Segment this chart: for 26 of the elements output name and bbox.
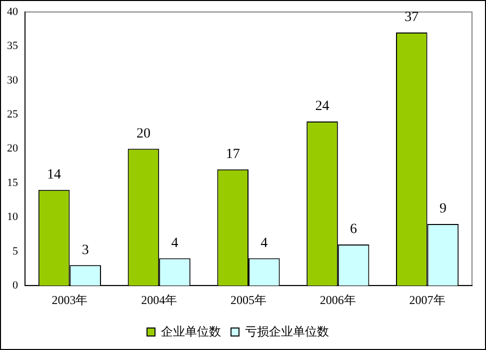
y-tick-label: 0: [12, 279, 18, 292]
legend-label: 企业单位数: [161, 324, 221, 338]
data-label: 3: [82, 242, 89, 258]
y-tick-label: 35: [7, 40, 18, 52]
x-tick-label: 2006年: [320, 292, 356, 307]
data-label: 24: [315, 99, 330, 114]
y-tick-label: 10: [7, 211, 18, 224]
data-label: 4: [260, 236, 268, 251]
y-tick-label: 40: [7, 6, 18, 18]
y-tick-label: 25: [7, 108, 18, 120]
y-tick-label: 15: [7, 176, 18, 189]
legend-label: 亏损企业单位数: [245, 324, 329, 338]
data-label: 14: [47, 168, 62, 183]
data-label: 6: [350, 222, 358, 238]
x-tick-label: 2003年: [52, 292, 88, 307]
y-tick-label: 5: [12, 245, 18, 258]
data-label: 9: [439, 202, 446, 217]
data-label: 20: [136, 126, 150, 142]
x-tick-label: 2007年: [409, 292, 446, 307]
y-tick-label: 30: [7, 74, 18, 86]
x-tick-label: 2004年: [141, 292, 178, 307]
data-label: 17: [226, 146, 240, 162]
data-label: 37: [404, 10, 419, 26]
x-tick-label: 2005年: [230, 292, 266, 307]
data-label: 4: [171, 236, 178, 251]
y-tick-label: 20: [7, 142, 18, 155]
